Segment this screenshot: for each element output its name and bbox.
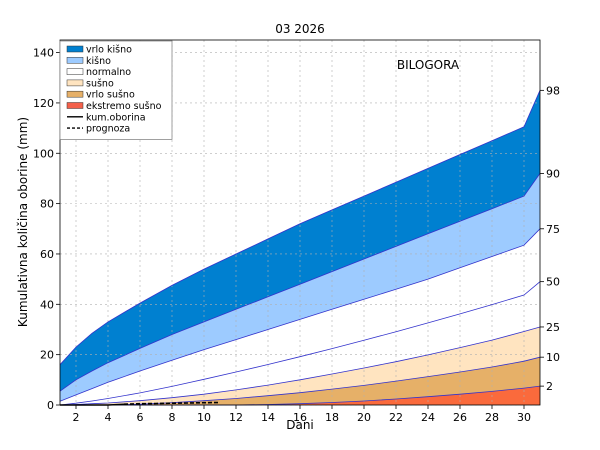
band-very-dry <box>60 357 540 405</box>
x-tick-label: 12 <box>229 411 243 424</box>
x-tick-label: 26 <box>453 411 467 424</box>
percentile-line-98 <box>59 90 541 365</box>
y-axis-title: Kumulativna količina oborine (mm) <box>16 117 30 327</box>
percentile-label: 2 <box>546 380 553 393</box>
percentile-label: 50 <box>546 276 560 289</box>
x-tick-label: 30 <box>517 411 531 424</box>
percentile-label: 90 <box>546 167 560 180</box>
x-tick-label: 16 <box>293 411 307 424</box>
x-tick-label: 2 <box>73 411 80 424</box>
percentile-labels: 2 10 25 50 75 90 98 <box>540 84 560 393</box>
x-tick-label: 4 <box>105 411 112 424</box>
x-axis-ticks: 2 4 6 8 10 12 14 16 18 20 22 24 26 28 30 <box>73 405 531 424</box>
forecast-line <box>123 401 221 405</box>
legend-swatch <box>66 79 84 87</box>
legend-label: sušno <box>86 78 114 89</box>
legend-label: vrlo kišno <box>86 45 132 56</box>
x-tick-label: 10 <box>197 411 211 424</box>
legend-swatch <box>66 68 84 75</box>
legend-label: ekstremo sušno <box>86 101 162 112</box>
legend-label: normalno <box>86 67 131 78</box>
x-tick-label: 20 <box>357 411 371 424</box>
legend-swatch <box>66 57 84 64</box>
band-dry <box>60 327 540 405</box>
legend-label: kišno <box>86 56 111 67</box>
y-tick-label: 100 <box>33 147 54 160</box>
y-tick-label: 60 <box>40 248 54 261</box>
percentile-line-25 <box>59 326 541 406</box>
legend-swatch <box>66 90 84 98</box>
percentile-label: 98 <box>546 84 560 97</box>
percentile-line-90 <box>59 173 541 392</box>
chart-title: 03 2026 <box>275 22 325 36</box>
x-tick-label: 6 <box>137 411 144 424</box>
y-tick-label: 80 <box>40 198 54 211</box>
x-axis-title: Dani <box>286 418 314 432</box>
x-tick-label: 14 <box>261 411 275 424</box>
percentile-line-75 <box>59 228 541 402</box>
y-tick-label: 40 <box>40 298 54 311</box>
x-tick-label: 24 <box>421 411 435 424</box>
x-tick-label: 18 <box>325 411 339 424</box>
percentile-label: 10 <box>546 351 560 364</box>
legend-swatch <box>66 102 84 109</box>
y-tick-label: 20 <box>40 349 54 362</box>
legend-swatch <box>66 45 84 53</box>
legend-label: vrlo sušno <box>86 90 135 101</box>
x-tick-label: 8 <box>169 411 176 424</box>
x-tick-label: 28 <box>485 411 499 424</box>
legend-label: prognoza <box>86 124 130 135</box>
percentile-label: 75 <box>546 223 560 236</box>
y-tick-label: 0 <box>47 399 54 412</box>
y-tick-label: 120 <box>33 97 54 110</box>
legend-label: kum.oborina <box>86 112 146 123</box>
band-wet <box>60 173 540 402</box>
y-tick-label: 140 <box>33 47 54 60</box>
band-normal-lower <box>60 281 540 405</box>
y-axis-ticks: 0 20 40 60 80 100 120 140 <box>33 47 60 412</box>
percentile-label: 25 <box>546 321 560 334</box>
x-tick-label: 22 <box>389 411 403 424</box>
band-extreme-dry <box>60 386 540 405</box>
station-label: BILOGORA <box>397 58 460 72</box>
band-normal-upper <box>60 228 540 405</box>
percentile-line-50 <box>59 281 541 406</box>
